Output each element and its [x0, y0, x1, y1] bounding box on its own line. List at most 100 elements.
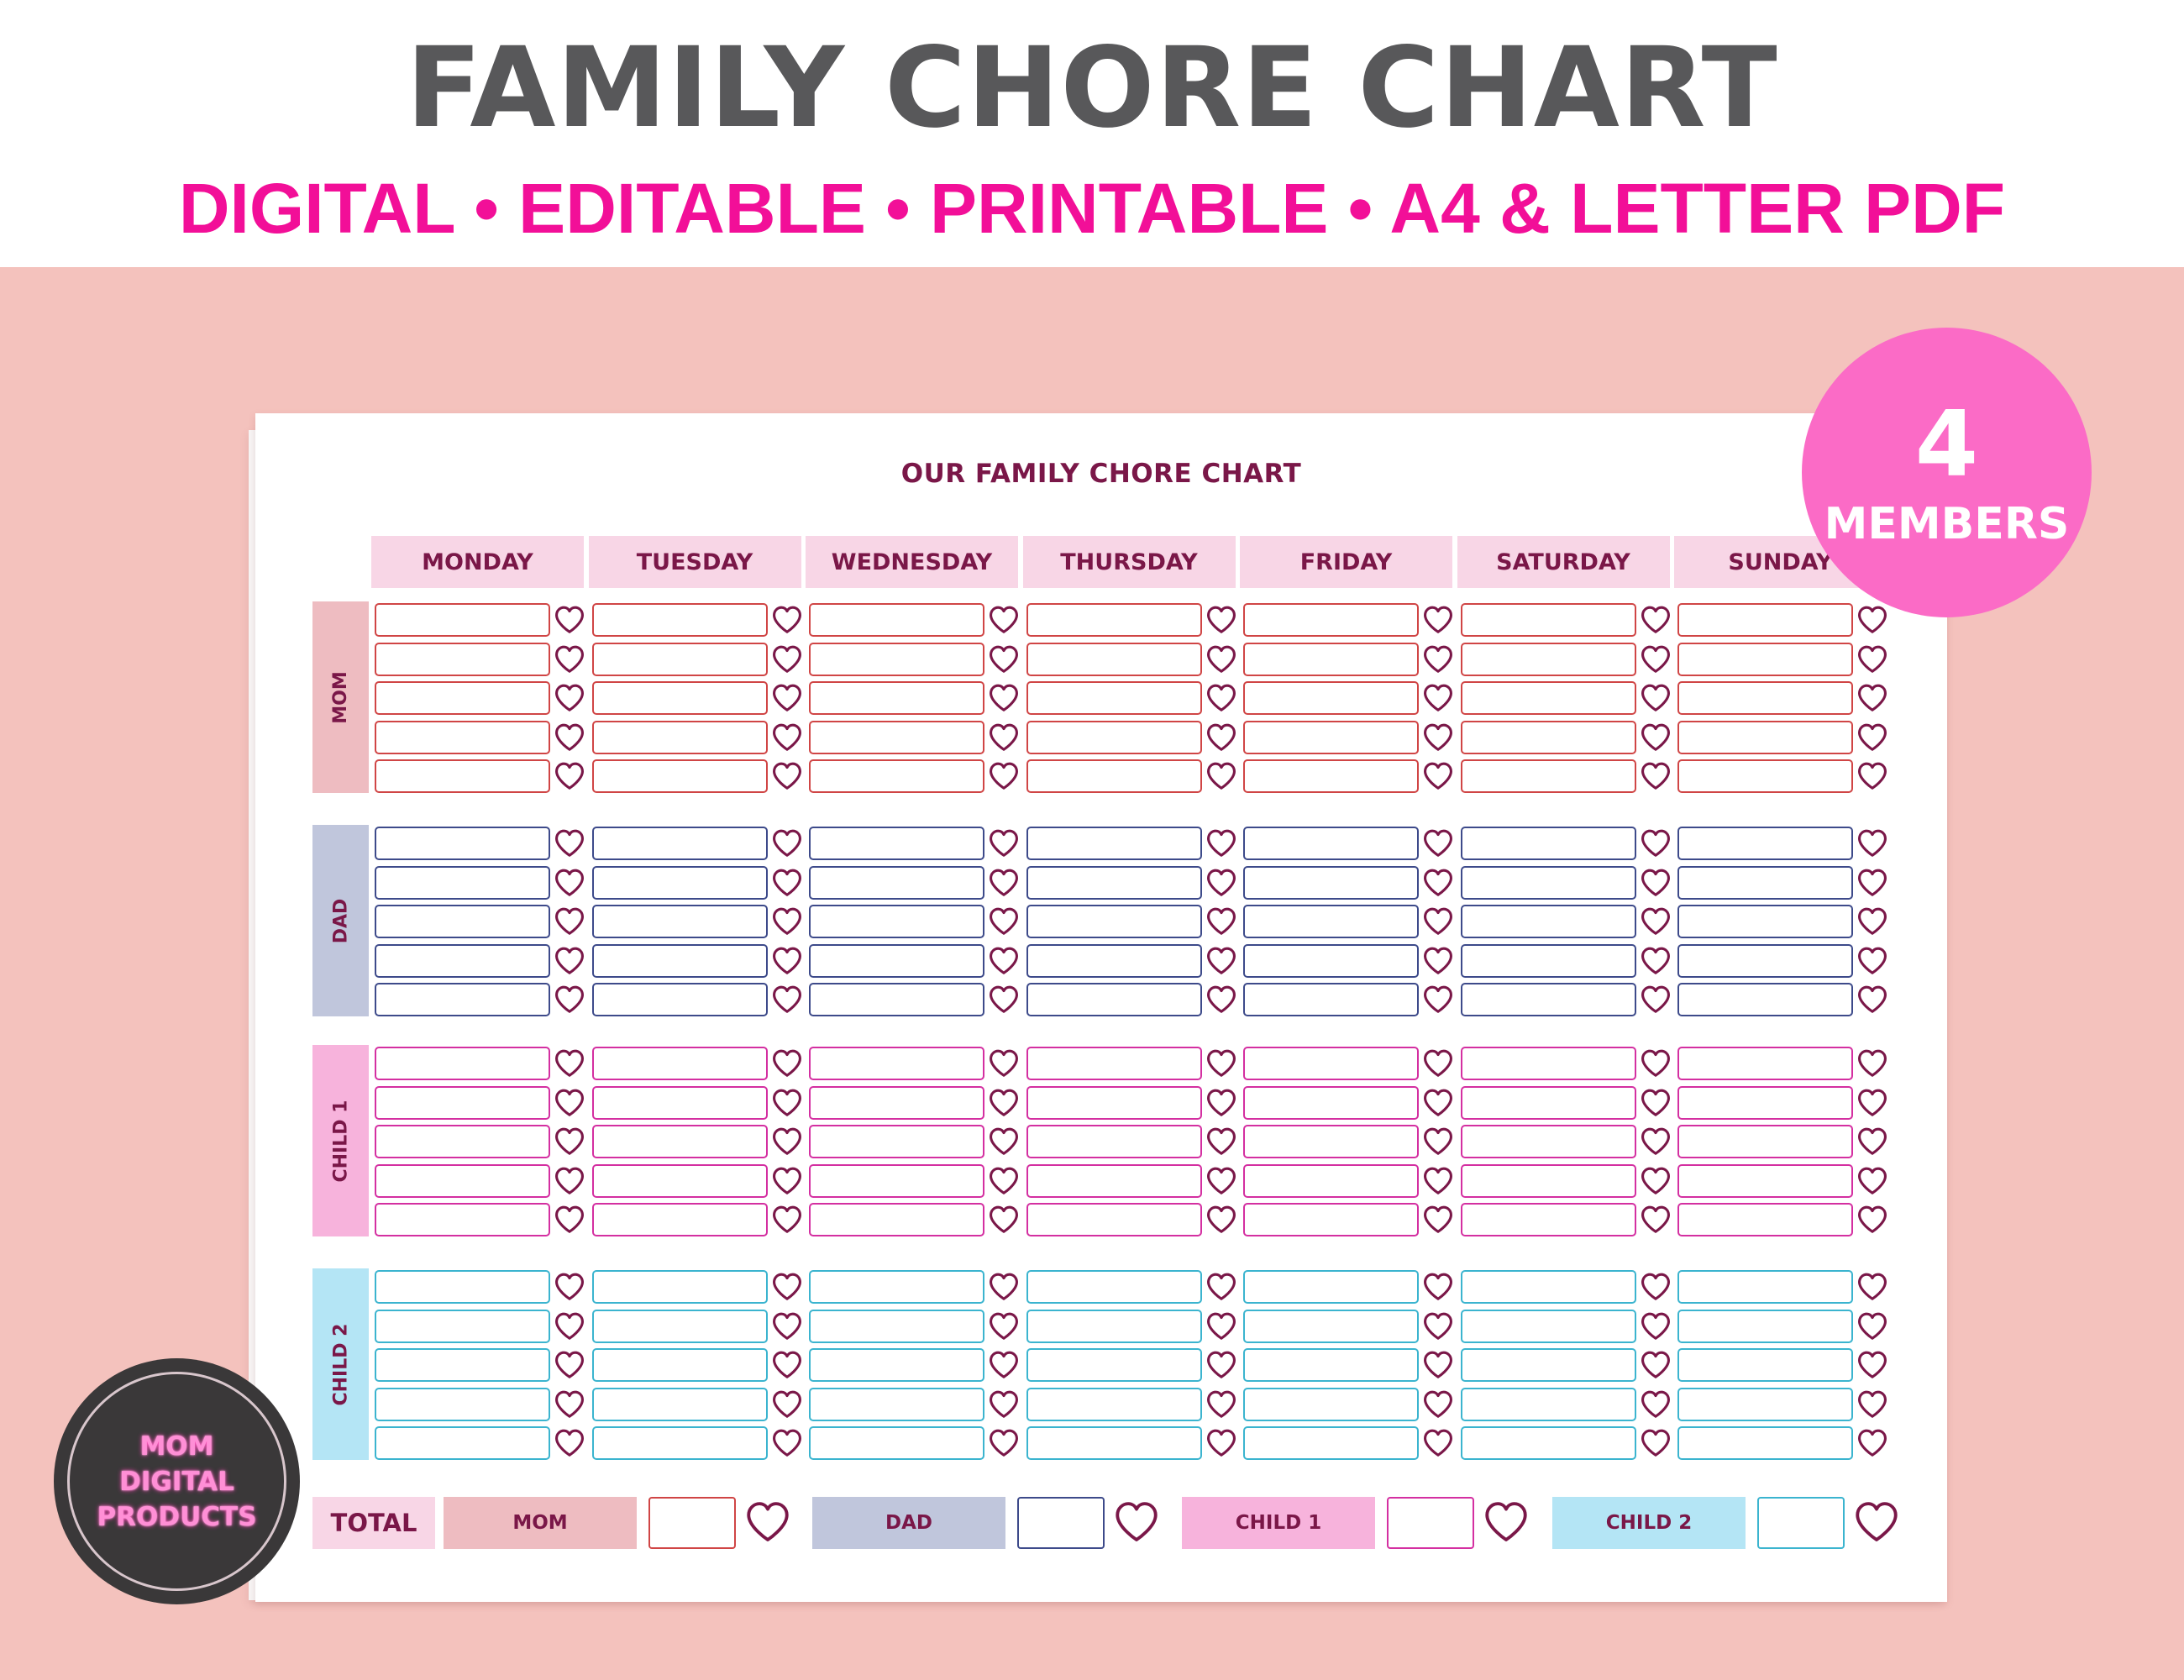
chore-input[interactable]	[1243, 1125, 1419, 1158]
chore-input[interactable]	[591, 1309, 768, 1343]
chore-input[interactable]	[591, 642, 768, 676]
chore-input[interactable]	[809, 827, 984, 860]
total-score-input[interactable]	[648, 1497, 736, 1549]
heart-checkbox-icon[interactable]	[554, 1126, 585, 1158]
chore-input[interactable]	[809, 865, 984, 900]
chore-input[interactable]	[591, 1426, 768, 1460]
heart-checkbox-icon[interactable]	[1856, 760, 1888, 792]
chore-input[interactable]	[1677, 681, 1853, 715]
heart-checkbox-icon[interactable]	[1640, 945, 1672, 977]
heart-checkbox-icon[interactable]	[1640, 682, 1672, 714]
chore-input[interactable]	[1243, 1270, 1419, 1304]
chore-input[interactable]	[375, 943, 550, 978]
chore-input[interactable]	[1026, 681, 1202, 715]
chore-input[interactable]	[591, 759, 768, 793]
chore-input[interactable]	[591, 1047, 768, 1080]
heart-checkbox-icon[interactable]	[554, 945, 585, 977]
chore-input[interactable]	[1677, 1125, 1853, 1158]
heart-checkbox-icon[interactable]	[988, 1427, 1020, 1459]
heart-checkbox-icon[interactable]	[771, 1271, 803, 1303]
heart-checkbox-icon[interactable]	[1856, 604, 1888, 636]
heart-checkbox-icon[interactable]	[1422, 1389, 1454, 1420]
heart-checkbox-icon[interactable]	[988, 1389, 1020, 1420]
heart-checkbox-icon[interactable]	[988, 1087, 1020, 1119]
chore-input[interactable]	[1460, 827, 1636, 860]
heart-checkbox-icon[interactable]	[1640, 1087, 1672, 1119]
chore-input[interactable]	[1677, 720, 1853, 754]
heart-checkbox-icon[interactable]	[1205, 1047, 1237, 1079]
chore-input[interactable]	[375, 1163, 550, 1198]
chore-input[interactable]	[1243, 1203, 1419, 1236]
heart-checkbox-icon[interactable]	[1205, 1389, 1237, 1420]
chore-input[interactable]	[1026, 1125, 1202, 1158]
chore-input[interactable]	[1460, 1047, 1636, 1080]
chore-input[interactable]	[591, 865, 768, 900]
chore-input[interactable]	[1026, 905, 1202, 938]
heart-checkbox-icon[interactable]	[1856, 1349, 1888, 1381]
heart-checkbox-icon[interactable]	[554, 827, 585, 859]
chore-input[interactable]	[591, 1085, 768, 1120]
heart-checkbox-icon[interactable]	[1640, 906, 1672, 937]
chore-input[interactable]	[591, 1203, 768, 1236]
heart-checkbox-icon[interactable]	[1205, 827, 1237, 859]
chore-input[interactable]	[1677, 1426, 1853, 1460]
chore-input[interactable]	[375, 983, 550, 1016]
heart-checkbox-icon[interactable]	[771, 1389, 803, 1420]
chore-input[interactable]	[1243, 759, 1419, 793]
heart-checkbox-icon[interactable]	[771, 604, 803, 636]
heart-checkbox-icon[interactable]	[771, 827, 803, 859]
heart-checkbox-icon[interactable]	[554, 604, 585, 636]
heart-checkbox-icon[interactable]	[554, 1204, 585, 1236]
heart-checkbox-icon[interactable]	[1640, 1126, 1672, 1158]
chore-input[interactable]	[1243, 905, 1419, 938]
chore-input[interactable]	[375, 827, 550, 860]
chore-input[interactable]	[1243, 865, 1419, 900]
heart-checkbox-icon[interactable]	[1205, 643, 1237, 675]
chore-input[interactable]	[1026, 1163, 1202, 1198]
heart-checkbox-icon[interactable]	[1422, 1087, 1454, 1119]
heart-checkbox-icon[interactable]	[554, 906, 585, 937]
heart-checkbox-icon[interactable]	[554, 1389, 585, 1420]
heart-checkbox-icon[interactable]	[1422, 1126, 1454, 1158]
chore-input[interactable]	[1677, 759, 1853, 793]
chore-input[interactable]	[1026, 943, 1202, 978]
chore-input[interactable]	[591, 943, 768, 978]
heart-checkbox-icon[interactable]	[1856, 1310, 1888, 1342]
heart-checkbox-icon[interactable]	[988, 1204, 1020, 1236]
chore-input[interactable]	[809, 1426, 984, 1460]
heart-checkbox-icon[interactable]	[554, 984, 585, 1016]
chore-input[interactable]	[1677, 1387, 1853, 1421]
chore-input[interactable]	[809, 1163, 984, 1198]
heart-checkbox-icon[interactable]	[1205, 945, 1237, 977]
chore-input[interactable]	[1243, 1426, 1419, 1460]
chore-input[interactable]	[809, 1125, 984, 1158]
heart-checkbox-icon[interactable]	[1856, 945, 1888, 977]
heart-checkbox-icon[interactable]	[1640, 1204, 1672, 1236]
chore-input[interactable]	[1026, 1426, 1202, 1460]
chore-input[interactable]	[1677, 1309, 1853, 1343]
chore-input[interactable]	[1677, 1047, 1853, 1080]
heart-checkbox-icon[interactable]	[1856, 643, 1888, 675]
chore-input[interactable]	[1677, 642, 1853, 676]
chore-input[interactable]	[591, 1348, 768, 1382]
heart-checkbox-icon[interactable]	[1422, 604, 1454, 636]
heart-checkbox-icon[interactable]	[1422, 1047, 1454, 1079]
heart-checkbox-icon[interactable]	[1422, 945, 1454, 977]
chore-input[interactable]	[1460, 1387, 1636, 1421]
heart-checkbox-icon[interactable]	[1422, 643, 1454, 675]
heart-checkbox-icon[interactable]	[1205, 722, 1237, 753]
heart-checkbox-icon[interactable]	[1640, 1427, 1672, 1459]
chore-input[interactable]	[1243, 1348, 1419, 1382]
chore-input[interactable]	[1026, 603, 1202, 637]
chore-input[interactable]	[1243, 1387, 1419, 1421]
chore-input[interactable]	[1243, 1047, 1419, 1080]
chore-input[interactable]	[375, 603, 550, 637]
heart-checkbox-icon[interactable]	[1856, 1087, 1888, 1119]
chore-input[interactable]	[375, 1085, 550, 1120]
chore-input[interactable]	[1243, 1163, 1419, 1198]
chore-input[interactable]	[1026, 1270, 1202, 1304]
heart-checkbox-icon[interactable]	[1205, 760, 1237, 792]
heart-checkbox-icon[interactable]	[988, 984, 1020, 1016]
heart-checkbox-icon[interactable]	[1422, 722, 1454, 753]
chore-input[interactable]	[375, 1203, 550, 1236]
